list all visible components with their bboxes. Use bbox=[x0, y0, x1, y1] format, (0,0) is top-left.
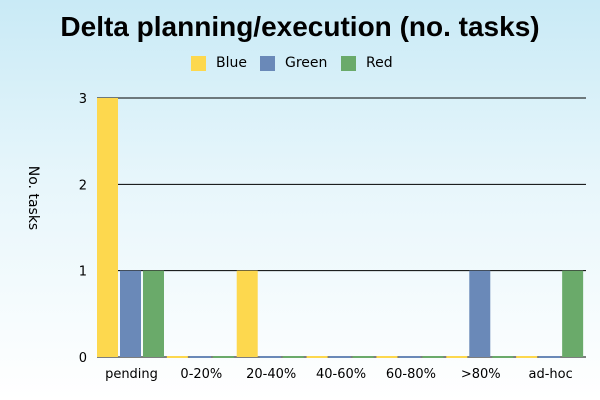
legend-label-red: Red bbox=[366, 55, 393, 71]
x-tick-label: pending bbox=[105, 367, 158, 382]
x-tick-label: >80% bbox=[461, 367, 501, 382]
chart-title: Delta planning/execution (no. tasks) bbox=[60, 11, 539, 42]
bar-red-0 bbox=[143, 270, 164, 357]
bar-red-3 bbox=[352, 356, 374, 358]
bar-green-6 bbox=[539, 356, 561, 358]
bar-blue-5 bbox=[446, 356, 468, 358]
legend-swatch-red bbox=[341, 56, 356, 71]
bar-blue-2 bbox=[236, 270, 258, 357]
x-tick-label: 60-80% bbox=[386, 367, 436, 382]
x-tick-label: 0-20% bbox=[180, 367, 222, 382]
bar-red-5 bbox=[492, 356, 514, 358]
legend-label-green: Green bbox=[285, 55, 327, 71]
gridlines bbox=[97, 97, 586, 358]
bar-red-4 bbox=[422, 356, 444, 358]
bar-red-6 bbox=[562, 270, 584, 357]
legend-label-blue: Blue bbox=[216, 55, 247, 71]
legend-swatch-green bbox=[260, 56, 275, 71]
bar-green-3 bbox=[329, 356, 351, 358]
bar-blue-6 bbox=[516, 356, 538, 358]
x-tick-label: 20-40% bbox=[246, 367, 296, 382]
bar-blue-0 bbox=[97, 98, 118, 357]
bars bbox=[97, 98, 584, 358]
bar-red-2 bbox=[282, 356, 304, 358]
legend-swatch-blue bbox=[191, 56, 206, 71]
y-tick-label: 2 bbox=[79, 178, 87, 193]
bar-green-1 bbox=[189, 356, 211, 358]
bar-blue-1 bbox=[166, 356, 188, 358]
y-axis-title: No. tasks bbox=[25, 166, 41, 230]
legend: Blue Green Red bbox=[191, 55, 393, 71]
y-tick-label: 3 bbox=[79, 92, 87, 107]
bar-blue-4 bbox=[376, 356, 398, 358]
y-tick-label: 0 bbox=[79, 351, 87, 366]
bar-green-0 bbox=[120, 270, 141, 357]
bar-blue-3 bbox=[306, 356, 328, 358]
x-tick-label: ad-hoc bbox=[529, 367, 573, 382]
y-axis: 0 1 2 3 bbox=[79, 92, 87, 366]
bar-green-4 bbox=[399, 356, 421, 358]
bar-green-2 bbox=[259, 356, 281, 358]
bar-green-5 bbox=[469, 270, 491, 357]
y-tick-label: 1 bbox=[79, 265, 87, 280]
x-tick-label: 40-60% bbox=[316, 367, 366, 382]
x-axis: pending 0-20% 20-40% 40-60% 60-80% >80% ad-hoc bbox=[105, 367, 573, 382]
bar-red-1 bbox=[212, 356, 234, 358]
